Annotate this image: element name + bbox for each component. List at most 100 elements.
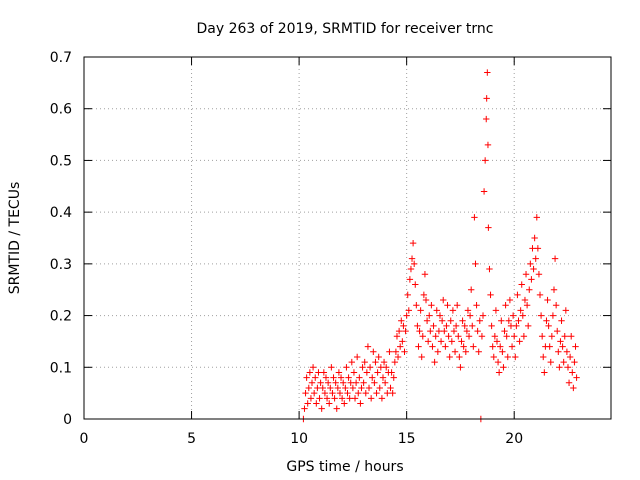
data-point bbox=[351, 395, 359, 402]
data-point bbox=[362, 389, 369, 397]
data-point bbox=[517, 307, 524, 314]
data-point bbox=[407, 265, 415, 273]
data-point bbox=[339, 379, 347, 386]
data-point bbox=[449, 307, 457, 314]
data-point bbox=[498, 317, 505, 324]
data-point bbox=[432, 333, 439, 340]
data-point bbox=[358, 384, 365, 392]
data-point bbox=[445, 333, 452, 340]
data-point bbox=[378, 395, 386, 402]
data-point bbox=[480, 188, 488, 195]
data-point bbox=[494, 358, 502, 366]
data-point bbox=[323, 395, 331, 402]
data-point bbox=[395, 327, 403, 335]
y-tick-label: 0.3 bbox=[50, 257, 72, 273]
data-point bbox=[484, 69, 491, 76]
data-point bbox=[435, 327, 443, 335]
data-point bbox=[328, 364, 335, 371]
x-tick-label: 5 bbox=[187, 431, 196, 447]
data-point bbox=[538, 333, 546, 340]
x-tick-label: 10 bbox=[290, 431, 308, 447]
data-point bbox=[303, 374, 310, 381]
data-point bbox=[490, 353, 497, 361]
data-point bbox=[495, 369, 503, 376]
data-point bbox=[458, 338, 465, 345]
data-point bbox=[320, 369, 328, 376]
data-point bbox=[457, 364, 464, 371]
data-point bbox=[540, 353, 547, 361]
data-point bbox=[523, 302, 531, 309]
data-point bbox=[475, 348, 482, 355]
data-point bbox=[426, 312, 433, 319]
y-tick-label: 0.6 bbox=[50, 102, 72, 118]
chart-title: Day 263 of 2019, SRMTID for receiver trn… bbox=[197, 21, 494, 37]
data-point bbox=[428, 302, 435, 309]
data-point bbox=[430, 322, 437, 330]
data-point bbox=[545, 322, 552, 330]
data-point bbox=[549, 312, 557, 319]
data-point bbox=[406, 276, 414, 283]
axis-ticks: 0 0.1 0.2 0.3 0.4 0.5 0.6 0.7 0 5 10 15 20 bbox=[50, 50, 611, 447]
data-point bbox=[363, 369, 371, 376]
data-point bbox=[478, 333, 486, 340]
data-point bbox=[521, 296, 529, 304]
data-point bbox=[387, 384, 394, 392]
y-tick-label: 0.1 bbox=[50, 360, 72, 376]
y-tick-label: 0.2 bbox=[50, 309, 72, 325]
y-tick-label: 0.7 bbox=[50, 50, 72, 66]
data-point bbox=[555, 348, 562, 355]
data-point bbox=[348, 358, 356, 366]
data-point bbox=[460, 343, 467, 350]
data-point bbox=[463, 327, 471, 335]
data-point bbox=[533, 214, 540, 221]
data-point bbox=[419, 333, 426, 340]
data-point bbox=[364, 343, 372, 350]
data-point bbox=[347, 379, 354, 386]
data-point bbox=[383, 364, 390, 371]
data-point bbox=[334, 384, 342, 392]
data-point bbox=[518, 281, 525, 288]
data-point bbox=[508, 343, 516, 350]
data-point bbox=[379, 374, 387, 381]
data-point bbox=[399, 338, 406, 345]
data-point bbox=[409, 239, 417, 247]
data-point bbox=[466, 312, 474, 319]
data-point bbox=[357, 400, 364, 407]
data-point bbox=[312, 374, 319, 381]
data-point bbox=[493, 338, 501, 345]
data-point bbox=[485, 224, 492, 231]
x-tick-label: 20 bbox=[505, 431, 523, 447]
data-point bbox=[349, 384, 357, 392]
data-point bbox=[487, 291, 494, 299]
data-point bbox=[565, 379, 573, 386]
data-point bbox=[405, 307, 413, 314]
data-point bbox=[391, 358, 399, 366]
data-point bbox=[570, 384, 577, 392]
data-point bbox=[527, 260, 534, 268]
data-point bbox=[497, 343, 504, 350]
data-point bbox=[559, 343, 566, 350]
data-point bbox=[512, 353, 519, 361]
data-point bbox=[398, 317, 405, 324]
data-point bbox=[500, 364, 507, 371]
data-point bbox=[471, 214, 478, 221]
data-point bbox=[355, 389, 362, 397]
data-point bbox=[571, 358, 578, 366]
data-point bbox=[360, 379, 367, 386]
data-point bbox=[541, 369, 548, 376]
data-point bbox=[505, 317, 513, 324]
data-point bbox=[420, 291, 428, 299]
data-point bbox=[464, 307, 472, 314]
data-point bbox=[324, 379, 332, 386]
data-point bbox=[308, 379, 316, 386]
data-points bbox=[300, 69, 580, 423]
data-point bbox=[337, 374, 345, 381]
data-point bbox=[467, 286, 475, 293]
data-point bbox=[437, 338, 445, 345]
data-point bbox=[322, 374, 330, 381]
data-point bbox=[304, 400, 311, 407]
data-point bbox=[472, 260, 479, 268]
data-point bbox=[313, 400, 320, 407]
data-point bbox=[326, 400, 333, 407]
